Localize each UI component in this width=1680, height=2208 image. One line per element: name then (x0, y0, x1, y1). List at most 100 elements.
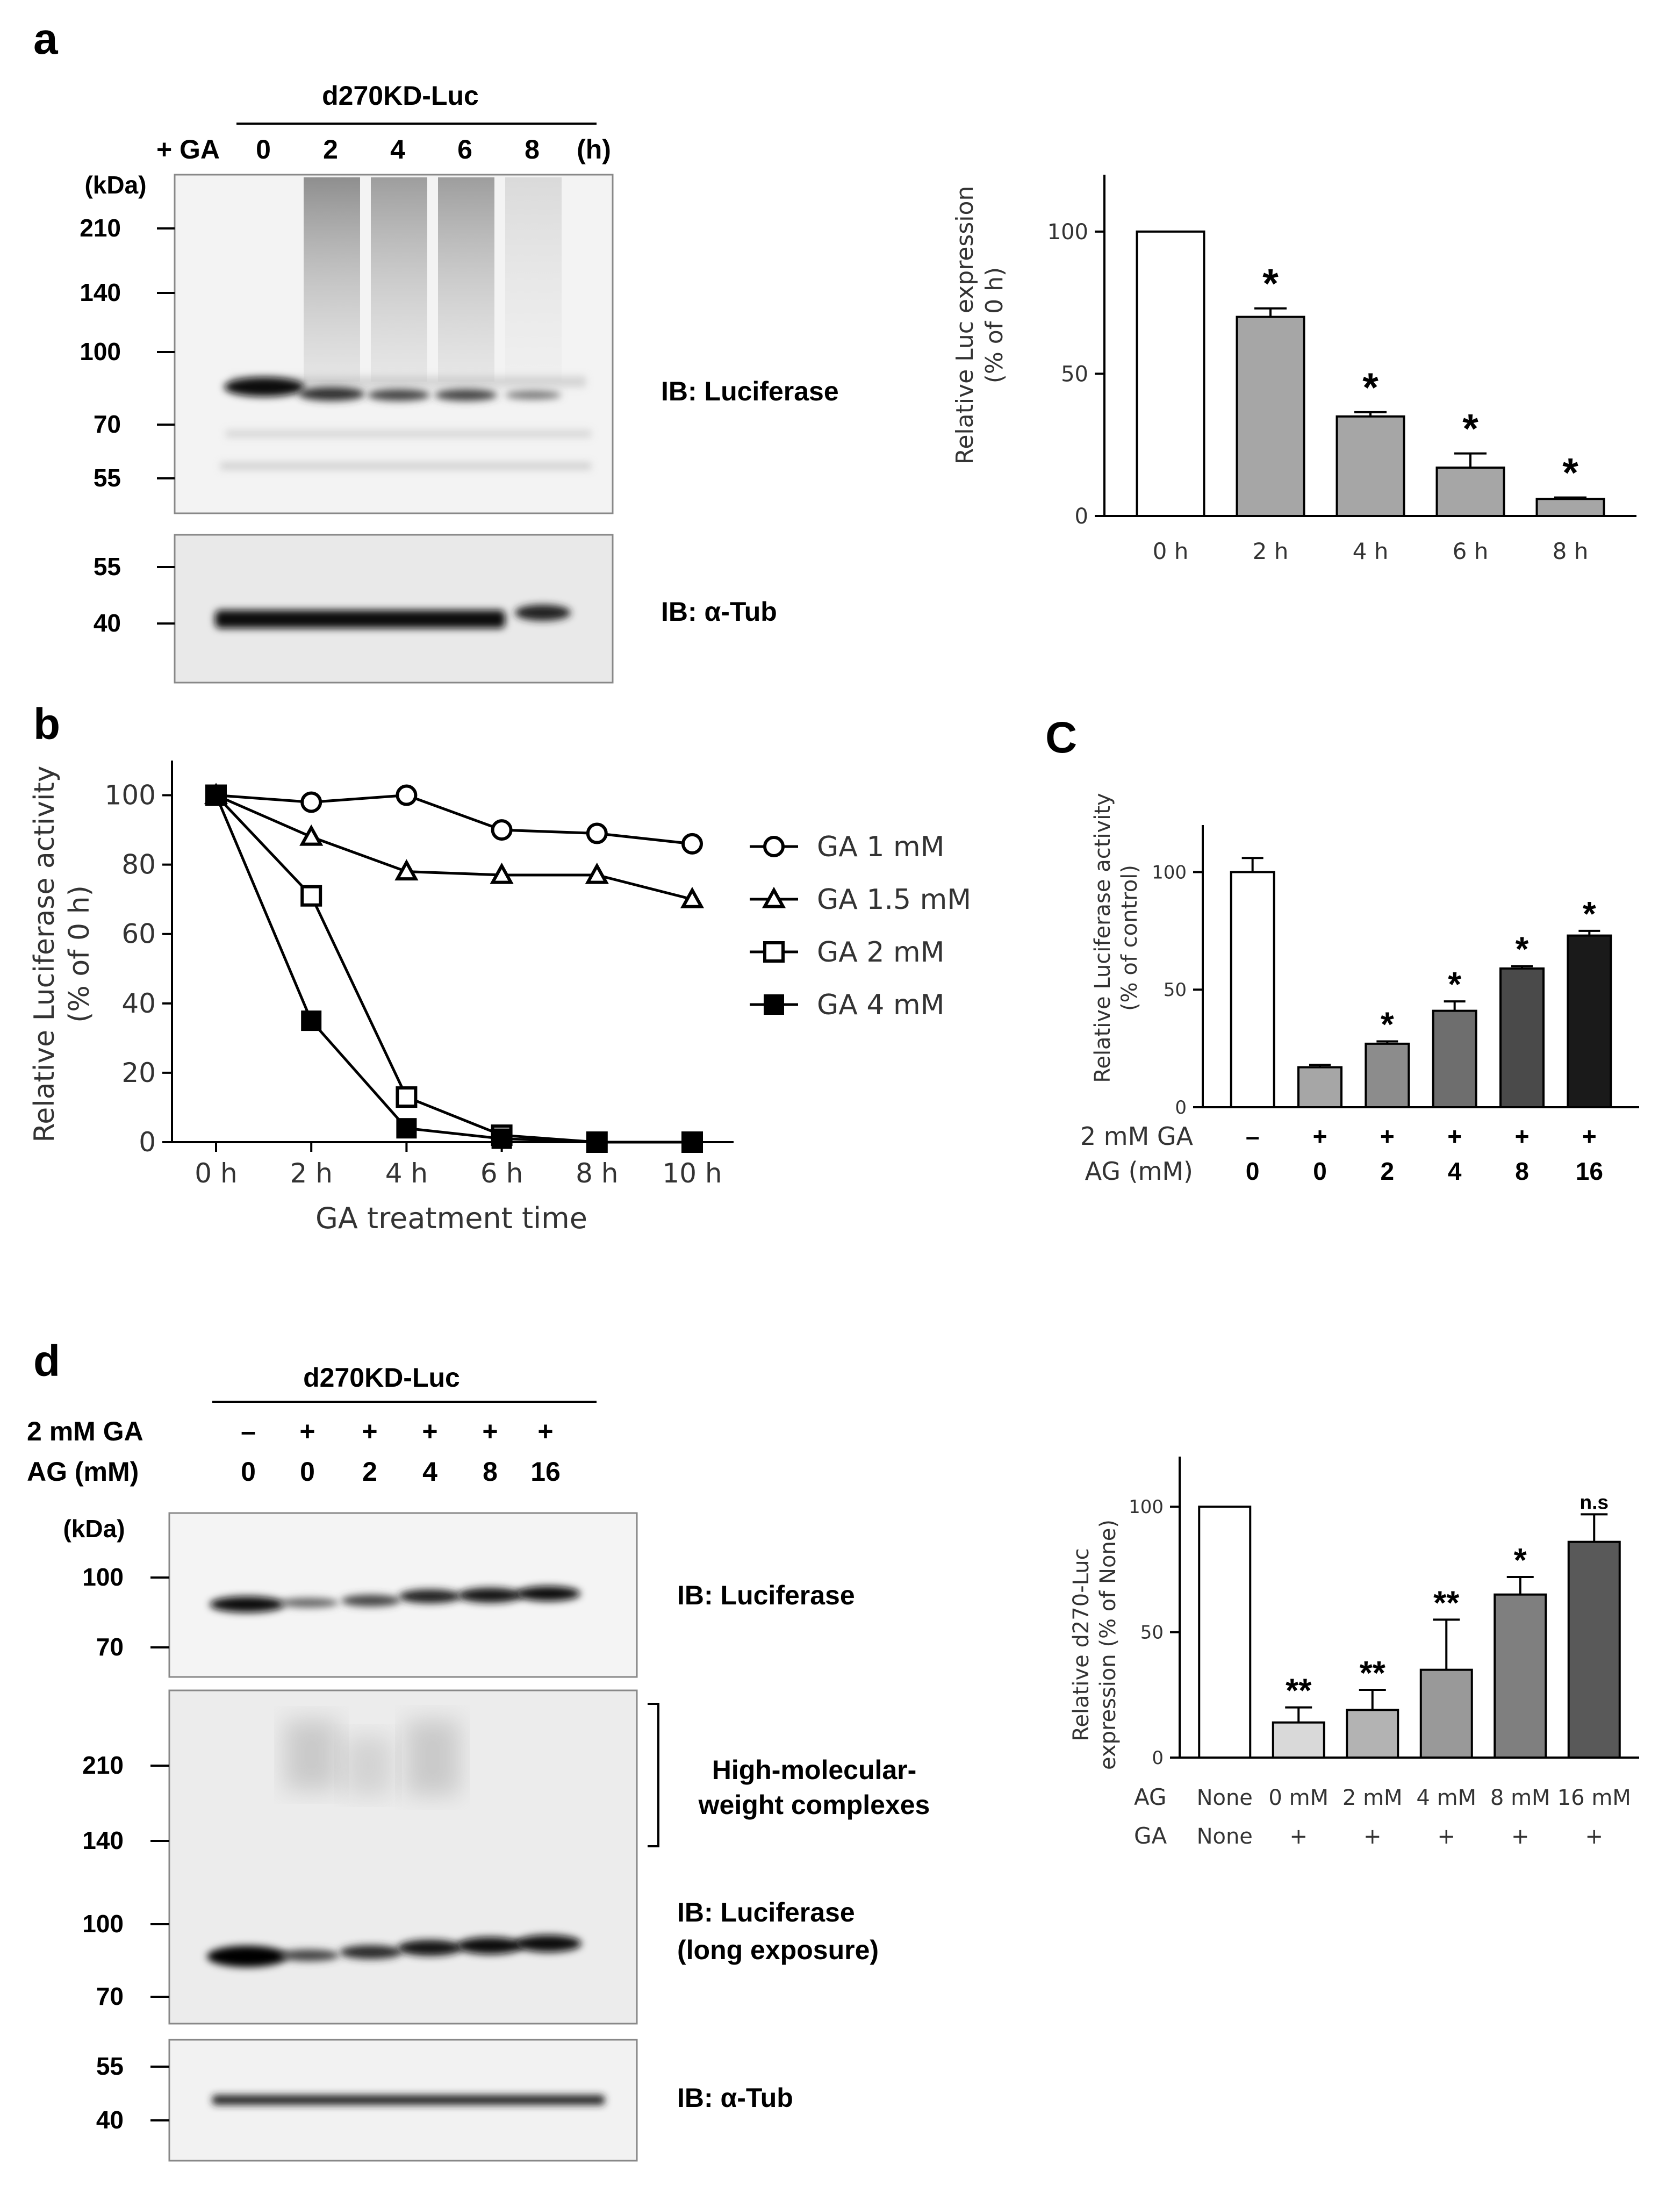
chart-d-sig-1: ** (1286, 1673, 1312, 1710)
blot-a-row-label: + GA (156, 134, 220, 164)
chart-d-bar-4 (1494, 1593, 1547, 1759)
chart-c-bar-2 (1365, 1042, 1410, 1108)
blot-a-marker-70: 70 (94, 410, 121, 438)
blot-a-kda: (kDa) (84, 171, 146, 199)
blot-a-ib-top: IB: Luciferase (661, 376, 839, 406)
chart-d-sig-4: * (1514, 1542, 1527, 1579)
chart-d-ag-label-3: 4 mM (1416, 1786, 1476, 1810)
chart-a-sig-3: * (1462, 406, 1478, 452)
blot-a-marker-100: 100 (80, 338, 121, 365)
chart-c-sig-4: * (1516, 930, 1529, 969)
chart-d-ag-label-0: None (1197, 1786, 1253, 1810)
chart-a-sig-4: * (1562, 450, 1578, 496)
chart-a-xtick-label-4: 8 h (1553, 538, 1589, 564)
chart-c-ga-label-1: + (1313, 1122, 1327, 1150)
chart-a-ytick-label-1: 50 (1061, 362, 1088, 386)
chart-b-xtick-label-5: 10 h (662, 1158, 722, 1189)
blot-a-header: d270KD-Luc (322, 81, 479, 111)
chart-c-ytick-label-0: 0 (1175, 1097, 1187, 1119)
blot-d-m2-210: 210 (82, 1751, 124, 1779)
chart-b-xtick-label-3: 6 h (480, 1158, 523, 1189)
chart-d-ga-label-5: + (1585, 1824, 1603, 1849)
chart-c-bar-0 (1230, 871, 1275, 1108)
chart-c-ga-label-3: + (1447, 1122, 1462, 1150)
blot-d-m2-100: 100 (82, 1910, 124, 1938)
chart-b-series-1-point-1 (299, 824, 324, 846)
chart-b-series-3-point-1 (301, 1010, 322, 1031)
blot-a-marker-40: 40 (94, 609, 121, 637)
blot-d-ib-1: IB: Luciferase (677, 1580, 855, 1610)
chart-a-bar-0 (1136, 230, 1205, 518)
chart-b-ytick-label-1: 20 (121, 1057, 156, 1088)
chart-b-series-0-point-4 (586, 822, 608, 844)
chart-d-bar-0 (1198, 1506, 1252, 1759)
chart-d-row1-label: AG (1134, 1784, 1167, 1810)
chart-b-series-3-point-3 (491, 1128, 512, 1149)
chart-b-legend-marker-1 (762, 886, 786, 908)
chart-b-series-1-point-4 (585, 862, 609, 884)
chart-d-sig-2: ** (1360, 1655, 1386, 1692)
chart-c-bar-5 (1567, 934, 1612, 1108)
blot-d-m1-100: 100 (82, 1563, 124, 1591)
blot-a-lane-0: 0 (256, 134, 271, 164)
chart-a-xtick-label-2: 4 h (1353, 538, 1389, 564)
blot-a-lane-3: 6 (457, 134, 472, 164)
blot-a: d270KD-Luc + GA 0 2 4 6 8 (h) (kDa) 210 … (80, 81, 839, 684)
chart-c-ytick-label-1: 50 (1164, 979, 1187, 1001)
blot-a-marker-210: 210 (80, 214, 121, 242)
blot-d-m3-55: 55 (96, 2052, 124, 2080)
chart-b-series-2-point-2 (396, 1086, 418, 1108)
chart-c: Relative Luciferase activity (% of contr… (1080, 793, 1639, 1186)
chart-b-legend-label-0: GA 1 mM (817, 831, 945, 863)
chart-d-ga-label-3: + (1437, 1824, 1455, 1849)
blot-d-row2-5: 16 (530, 1457, 561, 1487)
chart-c-ga-label-0: – (1246, 1122, 1260, 1150)
blot-a-lane-1: 2 (323, 134, 338, 164)
blot-a-lane-4: 8 (525, 134, 540, 164)
chart-c-ylabel-2: (% of control) (1117, 865, 1142, 1011)
blot-d-row1-4: + (482, 1416, 498, 1446)
chart-a-xtick-label-0: 0 h (1153, 538, 1189, 564)
blot-d-row1-2: + (362, 1416, 377, 1446)
blot-d-row2-4: 8 (483, 1457, 498, 1487)
chart-b-ylabel-1: Relative Luciferase activity (28, 765, 61, 1142)
chart-c-ag-label-4: 8 (1515, 1157, 1529, 1185)
chart-b-xtick-label-1: 2 h (290, 1158, 332, 1189)
chart-a-ytick-label-0: 0 (1075, 504, 1088, 529)
chart-d-ag-label-5: 16 mM (1557, 1786, 1631, 1810)
blot-a-marker-55b: 55 (94, 553, 121, 580)
chart-d-ga-label-4: + (1511, 1824, 1530, 1849)
chart-b-series-1-point-2 (394, 859, 419, 881)
chart-b-ytick-label-0: 0 (139, 1127, 156, 1158)
chart-d-ylabel-2: expression (% of None) (1096, 1519, 1121, 1770)
chart-c-ylabel-1: Relative Luciferase activity (1090, 793, 1115, 1083)
chart-b-legend-label-3: GA 4 mM (817, 989, 945, 1021)
panel-label-d: d (33, 1337, 60, 1386)
chart-d-row2-label: GA (1134, 1823, 1167, 1849)
blot-d-m2-140: 140 (82, 1826, 124, 1854)
chart-c-ag-label-2: 2 (1381, 1157, 1395, 1185)
blot-d-header: d270KD-Luc (303, 1363, 460, 1393)
chart-a-bar-1 (1236, 316, 1305, 517)
chart-c-sig-3: * (1448, 965, 1461, 1003)
blot-d-m3-40: 40 (96, 2106, 124, 2134)
blot-a-unit: (h) (577, 134, 611, 164)
chart-a-bar-3 (1435, 467, 1505, 518)
chart-b-series-1-point-5 (680, 887, 705, 908)
chart-a-ylabel-2: (% of 0 h) (981, 267, 1008, 383)
chart-b-series-line-1 (215, 794, 693, 901)
chart-d-ag-label-4: 8 mM (1490, 1786, 1550, 1810)
chart-c-ag-label-1: 0 (1313, 1157, 1327, 1185)
chart-b-ylabel-2: (% of 0 h) (63, 885, 96, 1023)
blot-d-m2-70: 70 (96, 1982, 124, 2010)
chart-a-xtick-label-3: 6 h (1453, 538, 1489, 564)
chart-b-series-1-point-3 (490, 862, 514, 884)
chart-a: Relative Luc expression (% of 0 h) 0 50 10… (951, 175, 1636, 564)
chart-c-bar-1 (1297, 1066, 1342, 1108)
chart-d-ag-label-1: 0 mM (1268, 1786, 1329, 1810)
chart-b-series-0-point-1 (300, 791, 322, 813)
chart-b-xlabel: GA treatment time (315, 1201, 587, 1235)
chart-c-ag-label-3: 4 (1448, 1157, 1462, 1185)
chart-b-series-0-point-5 (681, 833, 703, 855)
chart-c-ag-label-0: 0 (1246, 1157, 1260, 1185)
